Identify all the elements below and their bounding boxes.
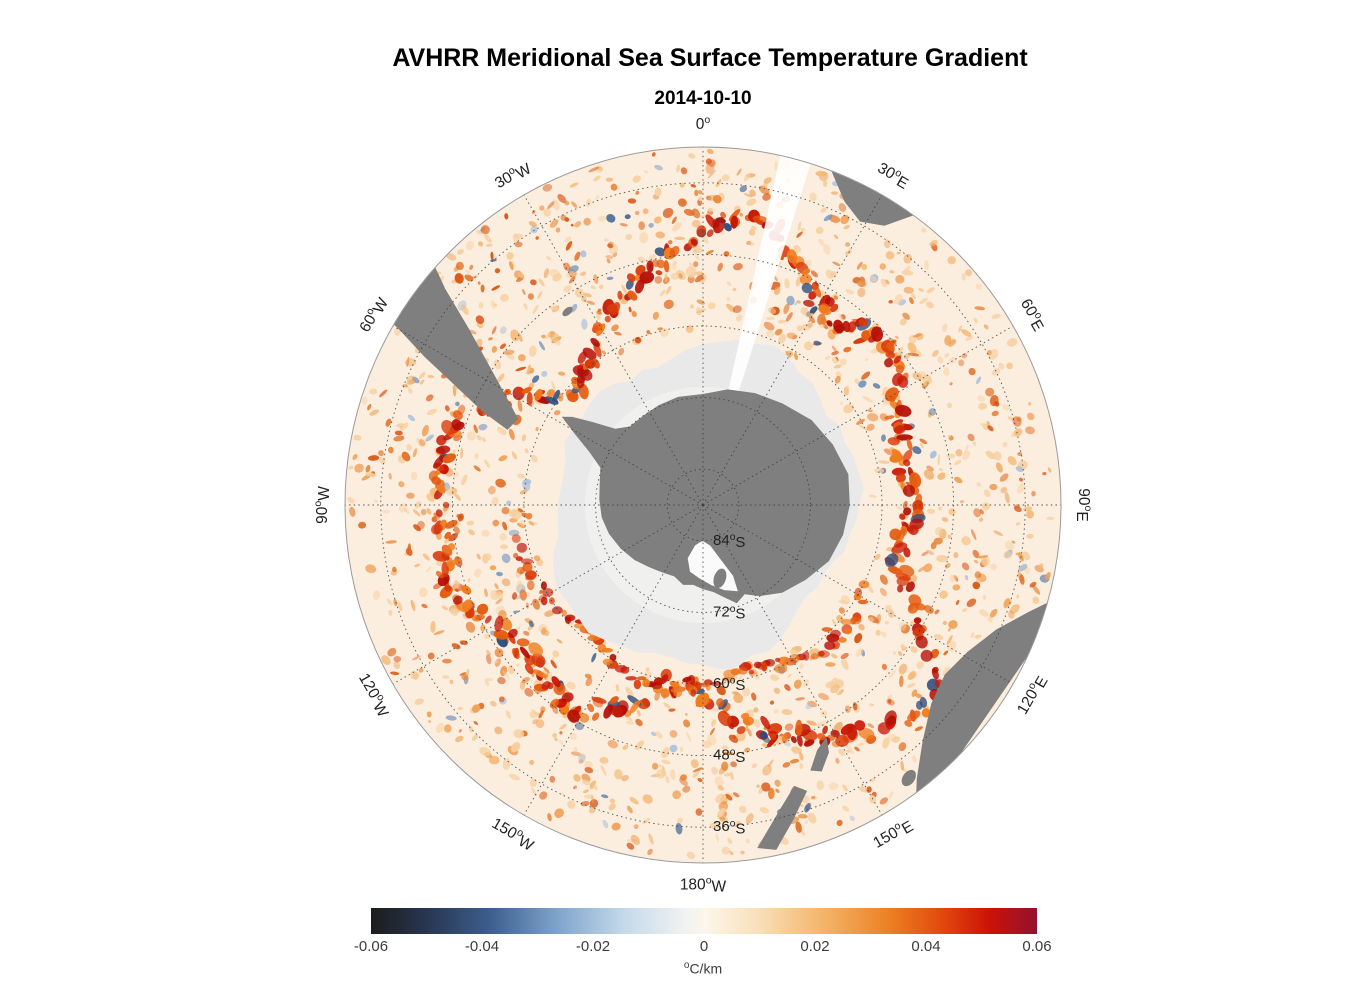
meridian-line (702, 504, 1014, 685)
map-content (345, 147, 1061, 863)
colorbar-tick-label: -0.04 (464, 938, 500, 955)
meridian-label: 60oW (355, 293, 392, 337)
land-new-zealand-south (757, 785, 808, 850)
land-new-zealand-north (810, 737, 829, 772)
figure-title: AVHRR Meridional Sea Surface Temperature… (392, 44, 1028, 72)
meridian-label: 90oW (312, 486, 333, 524)
meridian-label: 30oE (873, 158, 913, 193)
parallel-label: 84oS (713, 532, 745, 551)
parallel-label: 36oS (713, 818, 745, 837)
colorbar-unit-label: oC/km (683, 960, 723, 977)
map-rim (344, 146, 1062, 864)
parallel-circle (380, 182, 1026, 828)
land-tasmania (901, 769, 916, 787)
meridian-label: 90oE (1073, 488, 1094, 521)
meridian-line (702, 504, 883, 816)
colorbar-tick-label: -0.02 (575, 938, 611, 955)
colorbar-tick-label: 0.04 (911, 938, 941, 955)
land-ross-island (713, 568, 727, 588)
colorbar-tick-label: 0.06 (1022, 938, 1052, 955)
colorbar-tick-label: -0.06 (353, 938, 389, 955)
colorbar-ticks: -0.06 -0.04 -0.02 0 0.02 0.04 0.06 (354, 938, 1052, 958)
meridian-line (523, 194, 704, 506)
pole-marker (701, 503, 705, 507)
meridian-label: 60oE (1015, 295, 1050, 335)
colorbar (371, 908, 1037, 934)
parallel-label: 72oS (713, 603, 745, 622)
meridian-label: 180oW (680, 874, 727, 895)
land-south-georgia (562, 306, 573, 317)
meridian-line (523, 504, 704, 816)
colorbar-tick-label: 0.02 (800, 938, 830, 955)
meridian-label: 150oE (869, 814, 916, 853)
parallel-label: 60oS (713, 675, 745, 694)
meridian-label: 30oW (491, 157, 535, 194)
parallel-circle (666, 468, 740, 542)
meridian-line (392, 504, 704, 685)
meridian-line (702, 325, 1014, 506)
graticule (345, 147, 1061, 863)
meridian-line (392, 325, 704, 506)
figure-subtitle: 2014-10-10 (654, 88, 752, 109)
meridian-label: 0o (696, 114, 711, 133)
colorbar-gradient (371, 908, 1037, 934)
meridian-line (702, 194, 883, 506)
land-antarctica (561, 389, 850, 604)
colorbar-tick-label: 0 (699, 938, 709, 955)
circumpolar-front-band (431, 209, 944, 748)
parallel-label: 48oS (713, 747, 745, 766)
meridian-label: 120oE (1012, 671, 1051, 718)
